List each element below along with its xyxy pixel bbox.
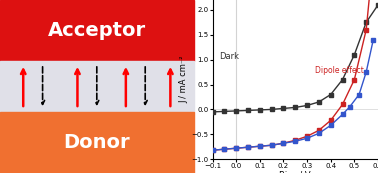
Text: Dark: Dark bbox=[219, 52, 239, 61]
Y-axis label: J / mA cm⁻²: J / mA cm⁻² bbox=[180, 56, 189, 103]
X-axis label: Bias / V: Bias / V bbox=[279, 171, 311, 173]
Bar bbox=[0, 61, 194, 112]
Text: Acceptor: Acceptor bbox=[48, 21, 146, 40]
Bar bbox=[0, 112, 194, 173]
Bar bbox=[0, 0, 194, 61]
Text: Donor: Donor bbox=[64, 133, 130, 152]
Text: Dipole effect: Dipole effect bbox=[315, 66, 364, 75]
